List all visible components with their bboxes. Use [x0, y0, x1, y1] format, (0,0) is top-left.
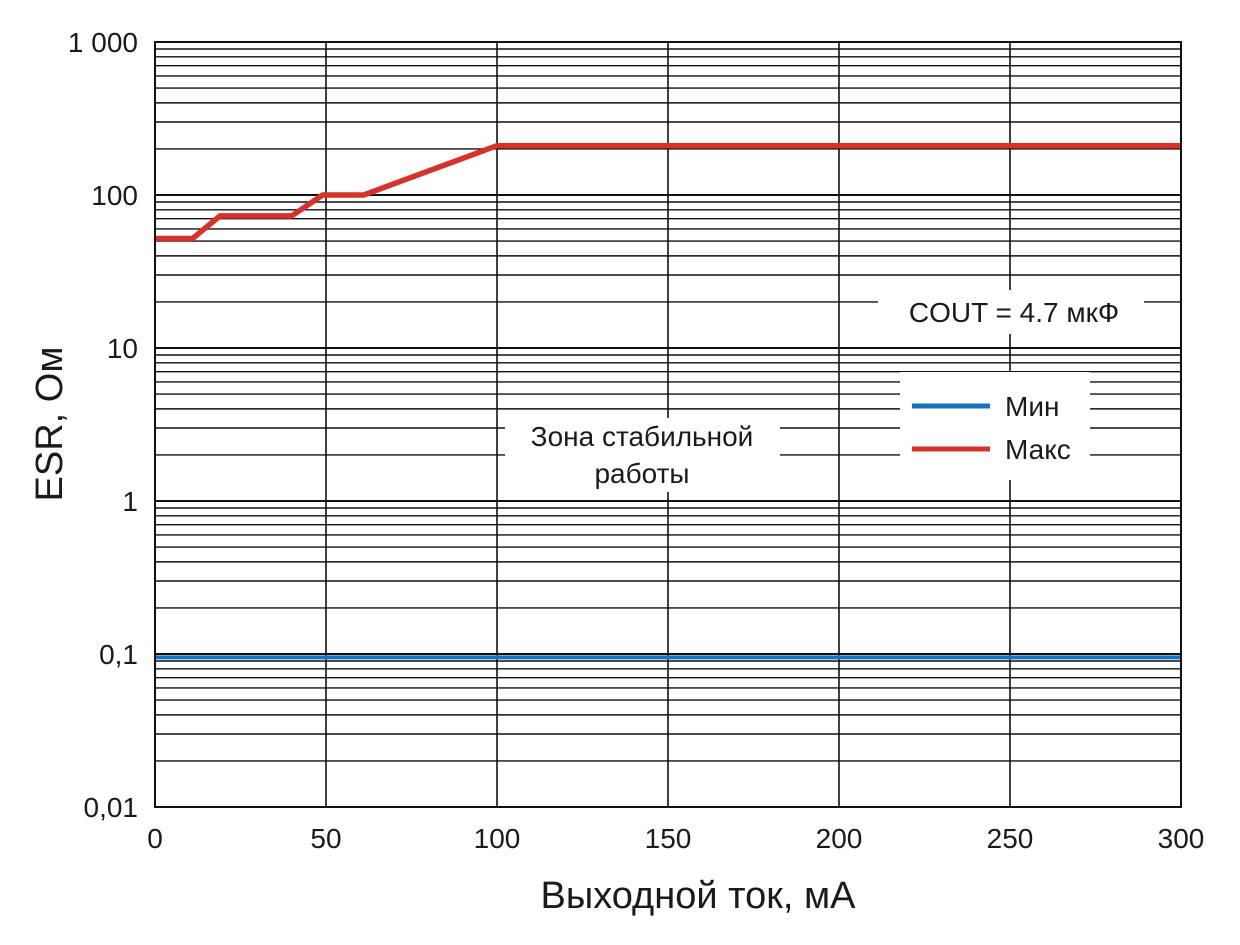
- annotation-stable-zone: Зона стабильной работы: [505, 418, 780, 492]
- legend-box: [900, 372, 1090, 480]
- plot-frame: [154, 41, 1182, 808]
- x-axis-title: Выходной ток, мА: [541, 875, 857, 917]
- y-tick-label: 1 000: [68, 27, 138, 58]
- series-layer: [155, 142, 1181, 660]
- x-tick-labels: 0 50 100 150 200 250 300: [147, 823, 1204, 854]
- annotation-stable-zone-line1: Зона стабильной: [531, 421, 754, 452]
- annotation-stable-zone-line2: работы: [594, 458, 689, 489]
- x-tick-label: 250: [987, 823, 1034, 854]
- annotation-cout: COUT = 4.7 мкФ: [878, 290, 1144, 334]
- legend: Мин Макс: [900, 372, 1090, 480]
- annotation-cout-text: COUT = 4.7 мкФ: [909, 297, 1119, 328]
- y-axis-title: ESR, Ом: [29, 347, 71, 502]
- legend-label-min: Мин: [1005, 391, 1059, 422]
- legend-label-max: Макс: [1005, 434, 1071, 465]
- x-tick-label: 100: [474, 823, 521, 854]
- y-tick-label: 100: [91, 180, 138, 211]
- y-tick-label: 0,01: [84, 792, 139, 823]
- y-tick-label: 10: [107, 333, 138, 364]
- x-tick-label: 300: [1158, 823, 1205, 854]
- x-tick-label: 200: [816, 823, 863, 854]
- series-line-max: [155, 142, 1181, 242]
- y-tick-label: 0,1: [99, 639, 138, 670]
- x-tick-label: 50: [310, 823, 341, 854]
- x-tick-label: 0: [147, 823, 163, 854]
- x-tick-label: 150: [645, 823, 692, 854]
- y-tick-label: 1: [122, 486, 138, 517]
- y-tick-labels: 0,01 0,1 1 10 100 1 000: [68, 27, 138, 823]
